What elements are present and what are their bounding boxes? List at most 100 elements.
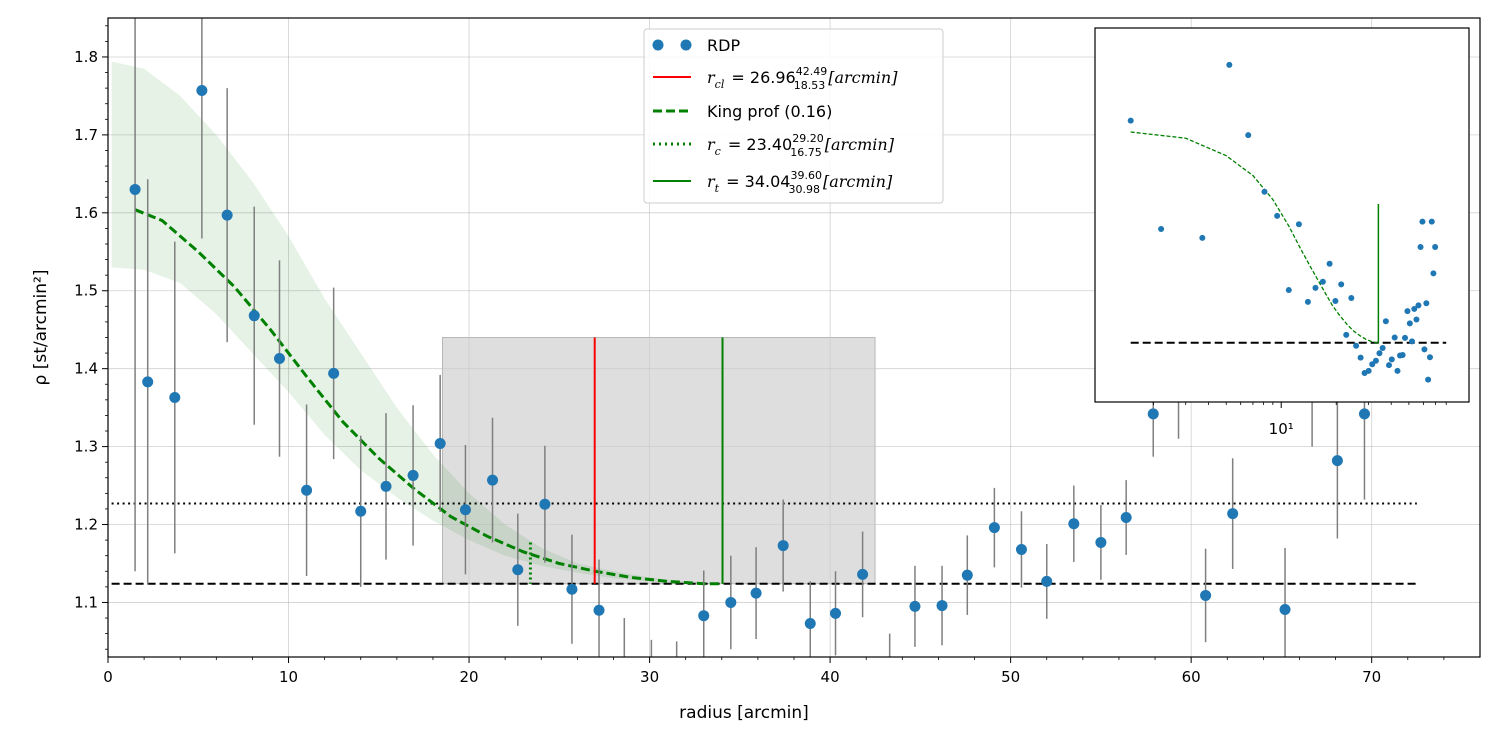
rdp-point <box>512 564 524 576</box>
rdp-point <box>988 522 1000 534</box>
inset-point <box>1285 287 1292 294</box>
inset-point <box>1423 300 1430 307</box>
legend-label-rt: rt = 34.0439.60 30.98 [arcmin] <box>707 169 893 196</box>
inset-point <box>1391 334 1398 341</box>
rdp-point <box>1041 575 1053 587</box>
inset-point <box>1411 305 1418 312</box>
rdp-point <box>619 675 630 686</box>
inset-point <box>1428 218 1435 225</box>
x-tick-label: 0 <box>103 668 113 686</box>
inset-point <box>1261 188 1268 195</box>
rdp-point <box>884 675 895 686</box>
y-tick-label: 1.5 <box>74 282 98 300</box>
inset-point <box>1421 346 1428 353</box>
legend-label-rcl: rcl = 26.9642.49 18.53 [arcmin] <box>707 65 898 92</box>
inset-point <box>1312 284 1319 291</box>
x-axis-label: radius [arcmin] <box>679 703 809 723</box>
y-tick-label: 1.8 <box>74 48 98 66</box>
legend: RDP rcl = 26.9642.49 18.53 [arcmin] King pro… <box>643 28 944 204</box>
y-tick-label: 1.7 <box>74 126 98 144</box>
y-tick-label: 1.1 <box>74 593 98 611</box>
rcl-range-band-layer <box>442 337 876 585</box>
inset-point <box>1245 132 1252 139</box>
rdp-point <box>129 183 141 195</box>
inset-point <box>1127 117 1134 124</box>
rdp-point <box>1358 408 1370 420</box>
inset-king-profile <box>1130 131 1379 344</box>
rdp-point <box>248 310 260 322</box>
inset-point <box>1365 367 1372 374</box>
x-tick-label: 60 <box>1182 668 1201 686</box>
inset-point <box>1385 362 1392 369</box>
inset-point <box>1409 338 1416 345</box>
rdp-point <box>777 540 789 552</box>
x-tick-label: 40 <box>821 668 840 686</box>
x-tick-label: 20 <box>460 668 479 686</box>
rdp-point <box>328 367 340 379</box>
y-tick-label: 1.3 <box>74 438 98 456</box>
king-profile-line <box>134 208 723 586</box>
inset-point <box>1338 281 1345 288</box>
rdp-point <box>593 604 605 616</box>
legend-marker-rdp <box>652 39 664 51</box>
rdp-point <box>142 376 154 388</box>
rdp-point <box>1120 512 1132 524</box>
rdp-point <box>487 474 499 486</box>
inset-point <box>1399 352 1406 359</box>
rdp-point <box>355 505 367 517</box>
rdp-point <box>301 484 313 496</box>
x-tick-label: 50 <box>1001 668 1020 686</box>
rdp-point <box>407 469 419 481</box>
y-tick-label: 1.6 <box>74 204 98 222</box>
inset-point <box>1343 331 1350 338</box>
inset-point <box>1417 244 1424 251</box>
legend-label-rdp: RDP <box>707 36 740 55</box>
inset-point <box>1382 318 1389 325</box>
rdp-point <box>830 607 842 619</box>
rdp-point <box>539 498 551 510</box>
rdp-point <box>750 587 762 599</box>
inset-point <box>1394 367 1401 374</box>
rdp-point <box>1200 589 1212 601</box>
legend-box <box>643 28 944 204</box>
x-tick-label: 10 <box>279 668 298 686</box>
inset-point <box>1353 342 1360 349</box>
rdp-point <box>1227 508 1239 520</box>
inset-point <box>1376 350 1383 357</box>
rdp-point <box>169 392 181 404</box>
rdp-point <box>909 600 921 612</box>
x-tick-label: 70 <box>1362 668 1381 686</box>
y-tick-label: 1.2 <box>74 516 98 534</box>
axes: 0 10 20 30 40 50 60 70 1.1 1.2 1.3 1.4 1.5 1.6 1.7 1.8 r… <box>31 17 1481 723</box>
inset-point <box>1158 226 1165 233</box>
rdp-point <box>1147 408 1159 420</box>
rdp-point <box>566 583 578 595</box>
rdp-point <box>1095 536 1107 548</box>
inset-point <box>1406 320 1413 327</box>
y-tick-label: 1.4 <box>74 360 98 378</box>
rdp-point <box>698 610 710 622</box>
inset-x-tick-label: 10¹ <box>1269 420 1294 438</box>
legend-label-king: King prof (0.16) <box>707 102 832 121</box>
inset-point <box>1419 218 1426 225</box>
legend-marker-rdp <box>680 39 692 51</box>
x-tick-label: 30 <box>640 668 659 686</box>
inset-point <box>1326 260 1333 267</box>
inset-point <box>1332 298 1339 305</box>
rdp-point <box>1252 675 1263 686</box>
rdp-point <box>936 600 948 612</box>
inset-point <box>1426 354 1433 361</box>
inset-point <box>1304 298 1311 305</box>
rdp-point <box>434 437 446 449</box>
rdp-point <box>804 617 816 629</box>
inset-point <box>1379 345 1386 352</box>
rdp-point <box>196 84 208 96</box>
inset-point <box>1415 302 1422 309</box>
rdp-point <box>725 596 737 608</box>
rdp-point <box>857 568 869 580</box>
inset-point <box>1388 356 1395 363</box>
inset-point <box>1372 357 1379 364</box>
rdp-point <box>459 504 471 516</box>
inset-chart: 10¹ <box>1094 27 1470 438</box>
